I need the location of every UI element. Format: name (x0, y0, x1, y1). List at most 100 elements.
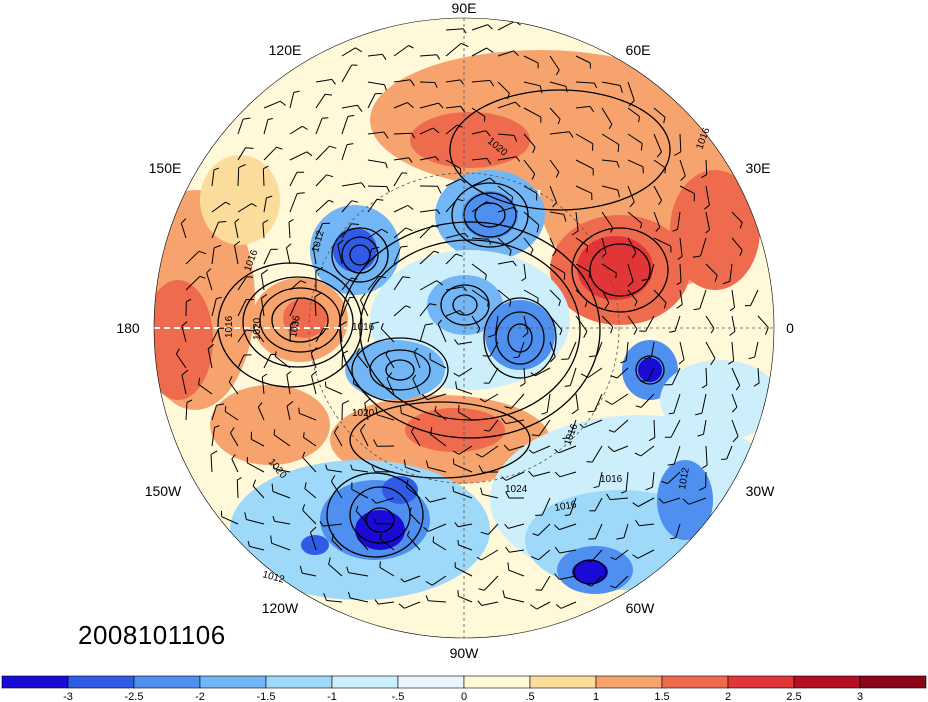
wind-barb-feather (231, 454, 236, 460)
wind-barb-feather (710, 328, 715, 334)
wind-barb-feather (631, 252, 637, 259)
wind-barb-feather (213, 244, 222, 249)
wind-barb-feather (604, 302, 610, 309)
wind-barb-feather (501, 476, 507, 481)
wind-barb (652, 471, 655, 488)
wind-barb (445, 309, 460, 317)
wind-barb-feather (676, 281, 682, 286)
wind-barb (236, 479, 239, 499)
wind-barb (568, 341, 577, 360)
wind-barb-feather (251, 203, 257, 207)
wind-barb-feather (488, 239, 492, 245)
wind-barb-feather (528, 470, 534, 477)
wind-barb-feather (263, 165, 269, 170)
wind-barb-feather (398, 603, 405, 609)
wind-barb (393, 157, 409, 161)
wind-barb (385, 354, 395, 369)
colorbar-box (133, 675, 201, 689)
wind-barb (419, 127, 434, 135)
wind-barb (405, 466, 421, 473)
wind-barb-feather (640, 223, 643, 229)
wind-barb (729, 263, 733, 282)
colorbar-box (529, 675, 597, 689)
wind-barb-feather (325, 464, 328, 470)
wind-barb (705, 341, 716, 359)
wind-barb (705, 263, 718, 276)
wind-barb (367, 248, 373, 265)
isobar (385, 359, 415, 381)
wind-barb-feather (198, 377, 201, 385)
cool-peak-60w (572, 560, 608, 584)
wind-barb (497, 185, 513, 198)
wind-barb (333, 432, 343, 447)
wind-barb (508, 569, 525, 577)
wind-barb-feather (351, 277, 358, 280)
wind-barb-feather (487, 301, 489, 307)
wind-barb-feather (550, 356, 556, 363)
wind-barb (364, 403, 369, 421)
wind-barb (228, 381, 239, 395)
wind-barb (703, 419, 707, 435)
wind-barb (341, 47, 356, 57)
isobar (242, 276, 354, 368)
wind-barb (379, 566, 395, 577)
colorbar-tick-label: 0 (461, 691, 467, 702)
wind-barb-feather (329, 145, 337, 149)
wind-barb-feather (400, 578, 405, 583)
wind-barb (653, 237, 672, 247)
wind-barb (757, 367, 760, 384)
wind-barb (705, 211, 710, 230)
wind-barb-feather (432, 127, 440, 134)
wind-barb-feather (511, 196, 514, 203)
wind-barb-feather (476, 556, 482, 561)
wind-barb (575, 315, 588, 332)
wind-barb-feather (554, 573, 560, 580)
wind-barb-feather (402, 276, 411, 279)
wind-barb-feather (668, 412, 674, 415)
wind-barb-feather (333, 425, 339, 433)
wind-barb-feather (225, 201, 231, 206)
wind-barb-feather (555, 171, 560, 178)
wind-barb-feather (437, 319, 443, 325)
wind-barb-feather (371, 465, 376, 472)
wind-barb (471, 79, 491, 83)
wind-barb (315, 223, 323, 239)
isobar-label: 1016 (224, 315, 235, 338)
wind-barb (653, 133, 662, 153)
wind-barb-feather (408, 157, 413, 163)
wind-barb-feather (502, 590, 506, 598)
wind-barb (419, 324, 426, 343)
wind-barb (341, 277, 352, 291)
wind-barb-feather (634, 452, 642, 457)
wind-barb-feather (489, 177, 496, 183)
wind-barb (367, 53, 383, 57)
wind-barb (304, 488, 317, 499)
wind-barb (257, 406, 265, 421)
wind-barb-feather (262, 219, 269, 224)
wind-barb-feather (379, 561, 381, 568)
wind-barb (700, 237, 707, 257)
wind-barb-feather (658, 200, 663, 205)
wind-barb (246, 519, 265, 525)
wind-barb-feather (331, 533, 335, 541)
wind-barb (688, 497, 707, 505)
wind-barb (260, 274, 265, 291)
map-boundary (153, 17, 775, 639)
wind-barb-feather (512, 207, 518, 213)
wind-barb (705, 185, 710, 206)
wind-barb-feather (507, 562, 510, 571)
wind-barb (409, 512, 421, 525)
wind-barb (583, 419, 603, 429)
wind-barb-feather (521, 277, 526, 282)
wind-barb (471, 24, 488, 31)
wind-barb (575, 185, 592, 194)
wind-barb-feather (627, 281, 634, 287)
wind-barb (549, 263, 566, 274)
wind-barb (637, 497, 655, 507)
wind-barb (653, 289, 667, 304)
wind-barb-feather (384, 84, 387, 91)
wind-barb (434, 410, 447, 421)
wind-barb-feather (610, 585, 616, 589)
lon-label-150e: 150E (149, 160, 182, 176)
wind-barb-feather (530, 604, 538, 610)
